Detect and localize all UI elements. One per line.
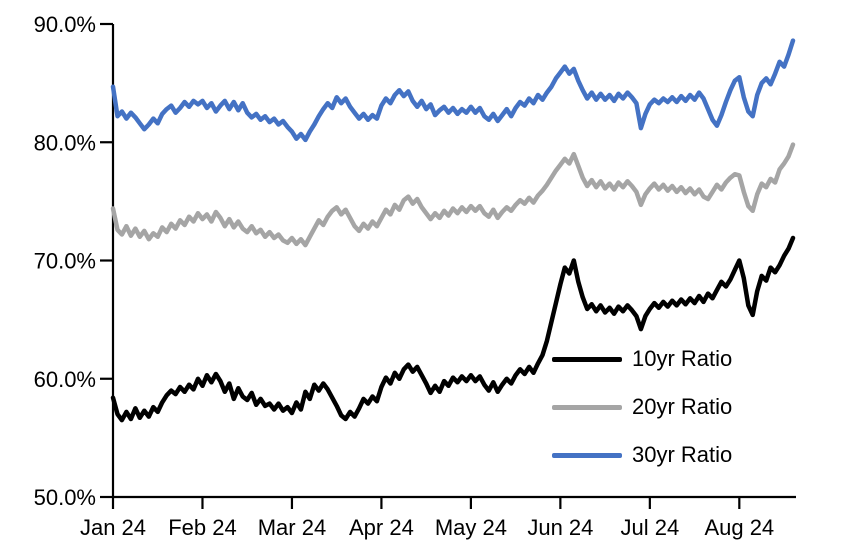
y-tick-label: 50.0% <box>34 485 96 510</box>
legend-label-10yr: 10yr Ratio <box>632 346 733 371</box>
x-tick-label: Jul 24 <box>620 515 679 540</box>
y-tick-label: 70.0% <box>34 249 96 274</box>
x-tick-label: Feb 24 <box>168 515 237 540</box>
legend-item-20yr-ratio: 20yr Ratio <box>552 395 732 419</box>
y-tick-label: 60.0% <box>34 367 96 392</box>
legend-item-10yr-ratio: 10yr Ratio <box>552 347 732 371</box>
x-tick-label: Mar 24 <box>258 515 326 540</box>
y-tick-label: 90.0% <box>34 12 96 37</box>
legend-line-swatch-20yr <box>552 404 622 410</box>
legend: 10yr Ratio 20yr Ratio 30yr Ratio <box>552 347 732 467</box>
legend-line-swatch-30yr <box>552 452 622 458</box>
legend-line-swatch-10yr <box>552 356 622 362</box>
x-tick-label: Jun 24 <box>527 515 593 540</box>
x-tick-label: May 24 <box>435 515 507 540</box>
legend-item-30yr-ratio: 30yr Ratio <box>552 443 732 467</box>
legend-label-30yr: 30yr Ratio <box>632 442 733 467</box>
x-tick-label: Jan 24 <box>80 515 146 540</box>
x-tick-label: Apr 24 <box>349 515 414 540</box>
series-line-20yr-ratio <box>110 142 796 248</box>
y-tick-label: 80.0% <box>34 130 96 155</box>
x-tick-label: Aug 24 <box>704 515 774 540</box>
series-line-30yr-ratio <box>110 38 796 143</box>
legend-label-20yr: 20yr Ratio <box>632 394 733 419</box>
series-line-10yr-ratio <box>110 235 796 423</box>
